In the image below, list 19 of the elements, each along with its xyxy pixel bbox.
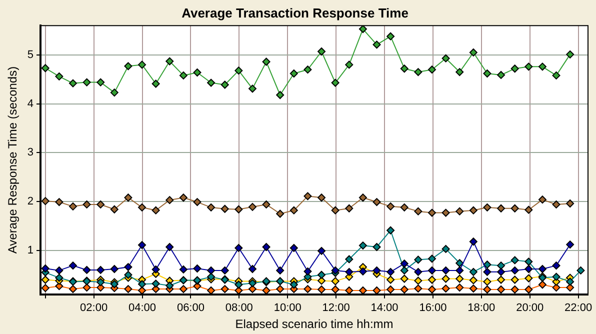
y-tick-label: 4: [27, 98, 34, 110]
y-tick-label: 3: [27, 146, 34, 159]
x-axis-title: Elapsed scenario time hh:mm: [235, 317, 394, 332]
x-tick-label: 06:00: [176, 302, 204, 314]
x-tick-label: 14:00: [370, 302, 398, 314]
x-tick-label: 20:00: [516, 302, 544, 314]
x-tick-label: 04:00: [128, 302, 156, 314]
x-tick-label: 12:00: [322, 302, 350, 314]
y-tick-label: 2: [27, 196, 34, 208]
x-tick-label: 08:00: [225, 302, 253, 314]
x-tick-label: 02:00: [80, 302, 108, 314]
x-tick-label: 10:00: [274, 302, 302, 314]
x-tick-label: 18:00: [468, 302, 496, 314]
x-tick-label: 16:00: [419, 302, 447, 314]
y-tick-label: 5: [27, 48, 34, 61]
y-tick-label: 1: [27, 244, 34, 256]
chart-title: Average Transaction Response Time: [182, 5, 408, 20]
y-axis-title: Average Response Time (seconds): [6, 66, 20, 254]
x-tick-label: 22:00: [564, 302, 592, 314]
